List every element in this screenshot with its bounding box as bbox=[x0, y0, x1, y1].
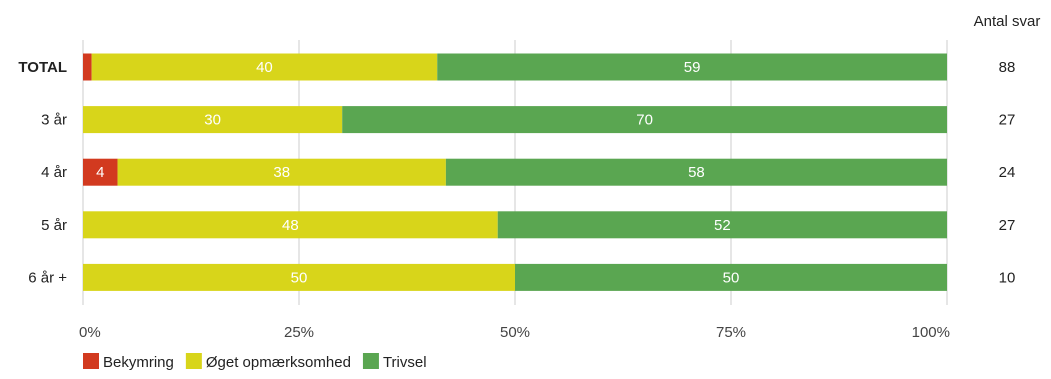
legend-swatch bbox=[83, 353, 99, 369]
data-label: 70 bbox=[636, 112, 653, 129]
category-label: 5 år bbox=[41, 217, 67, 234]
data-label: 52 bbox=[714, 217, 731, 234]
x-tick-label: 0% bbox=[79, 324, 101, 341]
data-label: 59 bbox=[684, 59, 701, 76]
antal-svar-value: 27 bbox=[999, 112, 1016, 129]
bar-segment--get-opm-rksomhed bbox=[83, 263, 515, 291]
x-tick-label: 100% bbox=[912, 324, 950, 341]
category-label: 4 år bbox=[41, 164, 67, 181]
data-label: 50 bbox=[723, 269, 740, 286]
data-label: 38 bbox=[273, 164, 290, 181]
bar-segment-trivsel bbox=[497, 211, 947, 239]
data-label: 50 bbox=[291, 269, 308, 286]
legend-swatch bbox=[185, 353, 202, 369]
bar-segment--get-opm-rksomhed bbox=[83, 211, 498, 239]
category-label: 6 år + bbox=[28, 269, 67, 286]
bar-segment-trivsel bbox=[445, 158, 947, 186]
bar-segment--get-opm-rksomhed bbox=[117, 158, 446, 186]
antal-svar-value: 24 bbox=[999, 164, 1016, 181]
bar-segment-trivsel bbox=[515, 263, 947, 291]
x-tick-label: 25% bbox=[284, 324, 314, 341]
bar-segment-bekymring bbox=[83, 53, 92, 81]
category-label: 3 år bbox=[41, 112, 67, 129]
data-label: 40 bbox=[256, 59, 273, 76]
antal-svar-value: 10 bbox=[999, 269, 1016, 286]
bar-segment--get-opm-rksomhed bbox=[91, 53, 438, 81]
category-label: TOTAL bbox=[18, 59, 67, 76]
antal-svar-value: 27 bbox=[999, 217, 1016, 234]
legend-label: Trivsel bbox=[383, 354, 427, 371]
x-tick-label: 50% bbox=[500, 324, 530, 341]
data-label: 30 bbox=[204, 112, 221, 129]
bar-segment-trivsel bbox=[437, 53, 947, 81]
bar-segment--get-opm-rksomhed bbox=[83, 106, 343, 134]
data-label: 4 bbox=[96, 164, 104, 181]
bar-segment-trivsel bbox=[342, 106, 947, 134]
legend-label: Øget opmærksomhed bbox=[206, 354, 351, 371]
legend-label: Bekymring bbox=[103, 354, 174, 371]
x-tick-label: 75% bbox=[716, 324, 746, 341]
legend-swatch bbox=[362, 353, 379, 369]
antal-svar-value: 88 bbox=[999, 59, 1016, 76]
antal-svar-header: Antal svar bbox=[974, 13, 1041, 30]
data-label: 58 bbox=[688, 164, 705, 181]
data-label: 48 bbox=[282, 217, 299, 234]
bar-segment-bekymring bbox=[83, 158, 118, 186]
